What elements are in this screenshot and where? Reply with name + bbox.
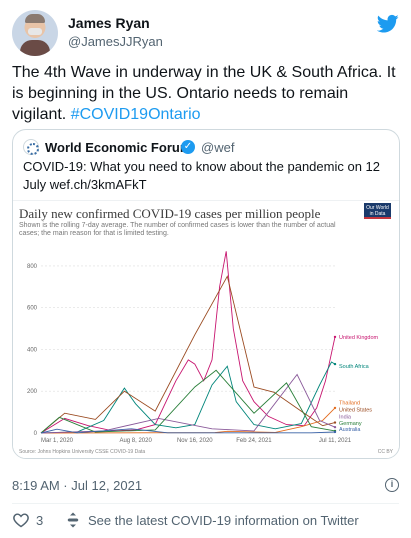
hashtag-link[interactable]: #COVID19Ontario xyxy=(70,106,201,123)
series-label: Germany xyxy=(339,421,362,427)
quoted-user-handle[interactable]: @wef xyxy=(201,140,235,155)
tweet-header: James Ryan @JamesJJRyan xyxy=(12,10,399,58)
x-tick-label: Jul 11, 2021 xyxy=(319,438,352,444)
series-endpoint xyxy=(333,425,337,429)
x-tick-label: Nov 16, 2020 xyxy=(177,438,213,444)
series-label: South Africa xyxy=(339,364,370,370)
series-endpoint xyxy=(333,335,337,339)
series-label: United States xyxy=(339,408,372,414)
y-tick-label: 400 xyxy=(27,347,38,353)
avatar[interactable] xyxy=(12,10,58,56)
twitter-bird-icon[interactable] xyxy=(377,14,399,34)
chart-subtitle: Shown is the rolling 7-day average. The … xyxy=(19,222,336,237)
series-line xyxy=(40,361,336,434)
info-icon[interactable]: i xyxy=(385,478,399,492)
series-line xyxy=(40,407,336,434)
heart-icon[interactable] xyxy=(12,512,30,528)
tweet-timestamp[interactable]: 8:19 AM · Jul 12, 2021 xyxy=(12,478,143,493)
chart-source: Source: Johns Hopkins University CSSE CO… xyxy=(19,449,146,455)
x-tick-label: Feb 24, 2021 xyxy=(236,438,272,444)
y-tick-label: 800 xyxy=(27,264,38,270)
chart-title: Daily new confirmed COVID-19 cases per m… xyxy=(19,206,321,221)
series-line xyxy=(40,275,336,434)
series-label: Thailand xyxy=(339,401,360,407)
series-endpoint xyxy=(333,430,337,434)
y-tick-label: 0 xyxy=(34,431,38,437)
series-line xyxy=(40,373,336,434)
x-tick-label: Aug 8, 2020 xyxy=(119,438,152,444)
quoted-avatar[interactable] xyxy=(23,139,39,155)
conversation-icon[interactable] xyxy=(64,511,82,529)
user-handle[interactable]: @JamesJJRyan xyxy=(68,34,163,49)
conversation-link[interactable]: See the latest COVID-19 information on T… xyxy=(88,513,359,528)
series-label: United Kingdom xyxy=(339,335,379,341)
chart-plot: 0 200 400 600 800 Mar 1, 2020 Aug 8, 2020 Nov 1… xyxy=(27,251,379,444)
series-line xyxy=(40,251,336,434)
y-tick-label: 600 xyxy=(27,306,38,312)
quoted-tweet-card[interactable]: World Economic Forum ✓ @wef COVID-19: Wh… xyxy=(12,129,400,459)
x-tick-label: Mar 1, 2020 xyxy=(41,438,74,444)
series-label: India xyxy=(339,414,352,420)
series-line xyxy=(40,369,336,434)
series-endpoint xyxy=(333,421,337,424)
tweet-actions: 3 See the latest COVID-19 information on… xyxy=(12,510,399,532)
chart-license: CC BY xyxy=(377,449,393,455)
quoted-tweet-header: World Economic Forum ✓ @wef xyxy=(23,138,389,156)
quoted-user-name[interactable]: World Economic Forum xyxy=(45,140,192,155)
series-endpoint xyxy=(333,362,337,366)
series-label: Australia xyxy=(339,427,361,433)
tweet-text: The 4th Wave in underway in the UK & Sou… xyxy=(12,62,400,125)
y-tick-label: 200 xyxy=(27,389,38,395)
chart-image[interactable]: Daily new confirmed COVID-19 cases per m… xyxy=(13,200,399,458)
series-endpoint xyxy=(333,406,337,410)
tweet-body: The 4th Wave in underway in the UK & Sou… xyxy=(12,64,396,123)
series-line xyxy=(40,428,336,434)
quoted-tweet-text: COVID-19: What you need to know about th… xyxy=(23,159,380,192)
divider xyxy=(12,503,399,504)
verified-badge-icon: ✓ xyxy=(181,140,195,154)
owid-badge: Our World in Data xyxy=(364,203,391,219)
like-count[interactable]: 3 xyxy=(36,513,44,528)
user-name[interactable]: James Ryan xyxy=(68,15,150,31)
